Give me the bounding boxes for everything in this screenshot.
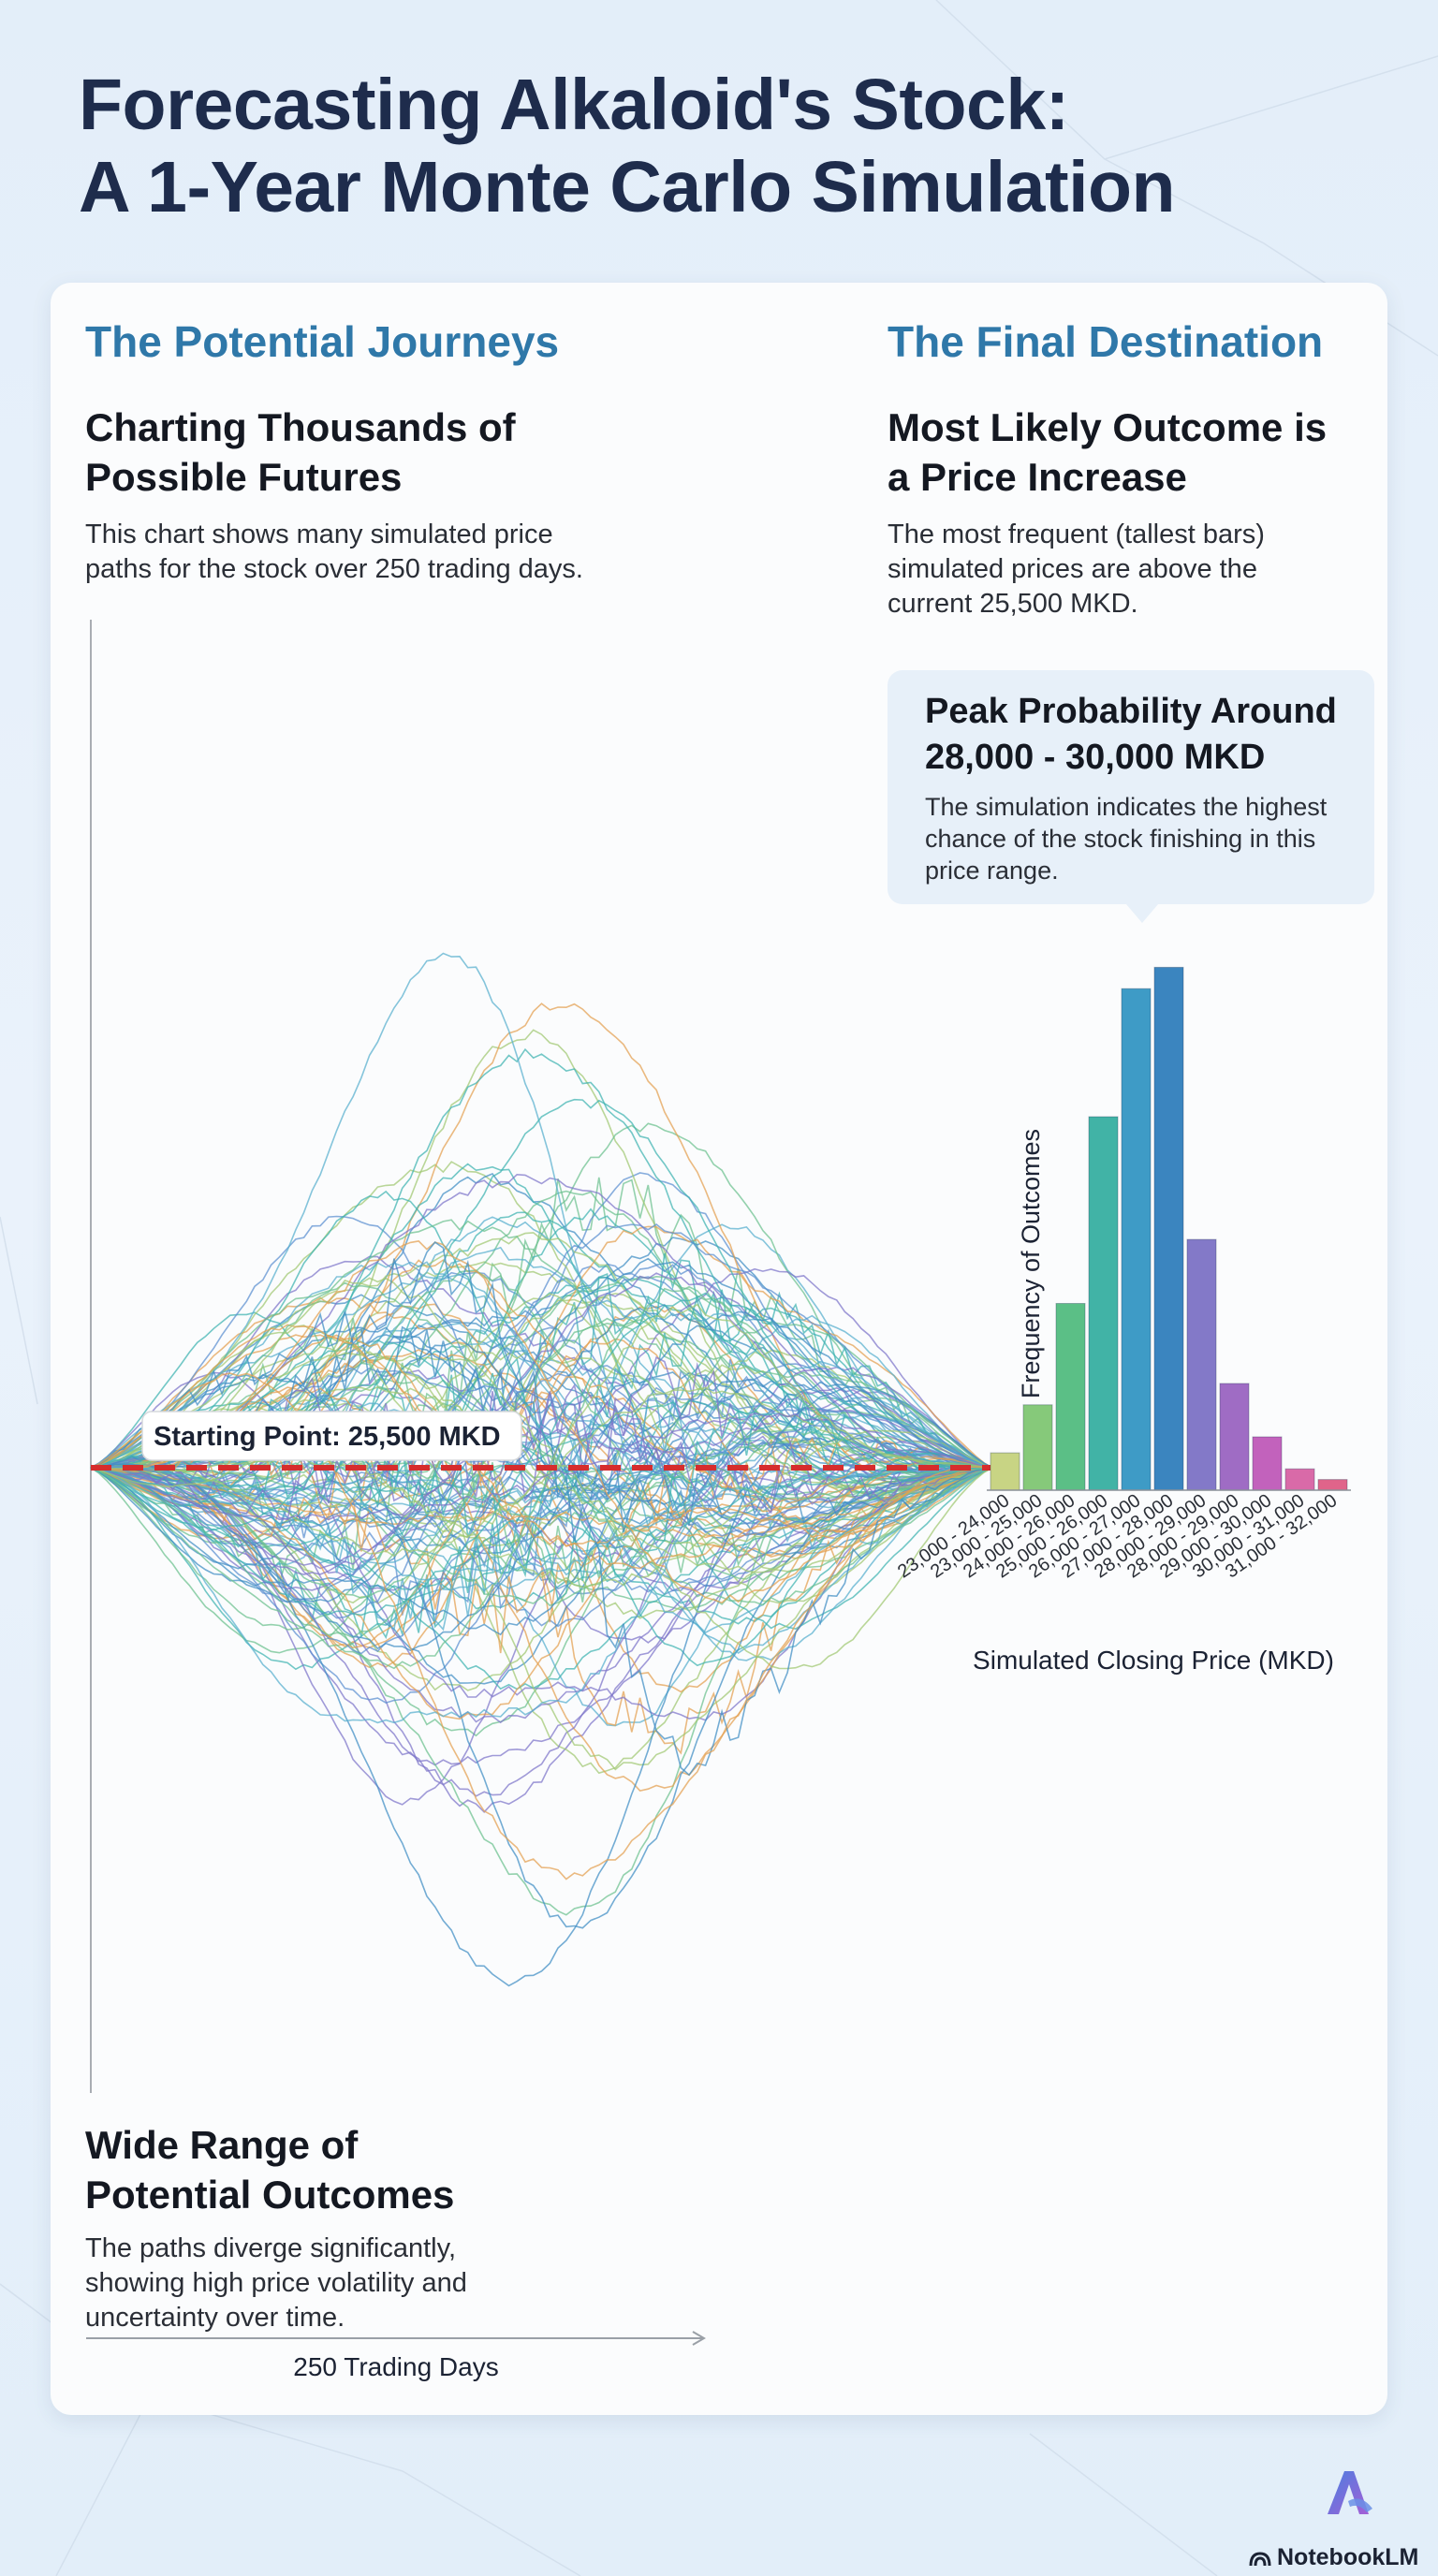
notebooklm-small-icon: [1249, 2551, 1271, 2566]
destination-description: The most frequent (tallest bars) simulat…: [888, 518, 1265, 622]
destination-description-line-2: simulated prices are above the: [888, 554, 1257, 584]
simulated-price-path: [90, 1292, 993, 1617]
callout-pointer: [1126, 904, 1158, 923]
simulated-price-path: [90, 1272, 993, 1575]
page-title: Forecasting Alkaloid's Stock: A 1-Year M…: [79, 64, 1176, 228]
journeys-heading-line-2: Possible Futures: [85, 455, 403, 499]
histogram-bar: [1022, 1404, 1053, 1491]
histogram-bar: [1055, 1303, 1086, 1491]
x-axis-arrow-head: [692, 2331, 706, 2346]
outcomes-description-line-1: The paths diverge significantly,: [85, 2233, 457, 2263]
notebooklm-brand: NotebookLM: [1249, 2544, 1418, 2571]
simulated-price-path: [90, 1098, 993, 1531]
outcomes-description: The paths diverge significantly, showing…: [85, 2232, 467, 2335]
simulated-price-path: [90, 1334, 993, 1547]
outcomes-heading-line-1: Wide Range of: [85, 2123, 359, 2167]
simulated-price-path: [90, 1466, 993, 1592]
destination-description-line-1: The most frequent (tallest bars): [888, 520, 1265, 549]
simulated-price-path: [90, 1412, 993, 1607]
simulated-price-path: [90, 1225, 993, 1669]
simulated-price-path: [90, 1285, 993, 1670]
simulated-price-path: [90, 1382, 993, 1529]
histogram-bar: [990, 1452, 1020, 1491]
simulated-price-path: [90, 1307, 993, 1671]
journeys-heading-line-1: Charting Thousands of: [85, 405, 516, 449]
journeys-heading: Charting Thousands of Possible Futures: [85, 402, 516, 502]
simulated-price-path: [90, 1223, 993, 1619]
histogram-bar: [1088, 1116, 1119, 1491]
histogram-bar: [1317, 1479, 1348, 1491]
callout-text: The simulation indicates the highest cha…: [925, 791, 1327, 886]
outcomes-heading: Wide Range of Potential Outcomes: [85, 2120, 454, 2219]
simulated-price-path: [90, 1448, 993, 1724]
simulated-price-path: [90, 1216, 993, 1509]
simulated-price-path: [90, 1324, 993, 1570]
starting-point-label-box: [141, 1411, 522, 1461]
simulated-price-path: [90, 952, 993, 1654]
histogram-bar: [1284, 1468, 1315, 1491]
histogram-bars: [987, 966, 1351, 1491]
simulated-price-path: [90, 1467, 993, 1539]
simulated-price-path: [90, 1293, 993, 1604]
simulated-price-path: [90, 1047, 993, 1507]
journeys-description-line-2: paths for the stock over 250 trading day…: [85, 554, 583, 584]
peak-probability-callout: [888, 670, 1374, 904]
section-title-journeys: The Potential Journeys: [85, 317, 560, 366]
callout-heading-line-2: 28,000 - 30,000 MKD: [925, 738, 1266, 777]
histogram-x-axis-label: Simulated Closing Price (MKD): [973, 1646, 1334, 1675]
simulated-price-path: [90, 1241, 993, 1777]
callout-text-line-3: price range.: [925, 856, 1059, 885]
starting-point-label: Starting Point: 25,500 MKD: [154, 1422, 501, 1452]
destination-heading-line-1: Most Likely Outcome is: [888, 405, 1328, 449]
callout-heading: Peak Probability Around 28,000 - 30,000 …: [925, 689, 1337, 781]
simulated-price-path: [90, 1190, 993, 1537]
journeys-description: This chart shows many simulated price pa…: [85, 518, 583, 587]
simulated-price-path: [90, 1269, 993, 1582]
simulated-price-path: [90, 1281, 993, 1606]
simulated-price-path: [90, 1232, 993, 1489]
outcomes-description-line-3: uncertainty over time.: [85, 2303, 345, 2333]
histogram-bar: [1219, 1383, 1250, 1491]
simulated-price-path: [90, 1219, 993, 1500]
simulated-price-path: [90, 1360, 993, 1724]
page-title-line-1: Forecasting Alkaloid's Stock:: [79, 65, 1069, 145]
simulated-price-path: [90, 1240, 993, 1604]
simulated-price-path: [90, 1317, 993, 1639]
simulated-price-path: [90, 1385, 993, 1987]
simulated-price-path: [90, 1334, 993, 1792]
simulated-price-path: [90, 1457, 993, 1720]
callout-text-line-2: chance of the stock finishing in this: [925, 825, 1316, 853]
outcomes-heading-line-2: Potential Outcomes: [85, 2173, 455, 2217]
destination-heading-line-2: a Price Increase: [888, 455, 1187, 499]
journeys-description-line-1: This chart shows many simulated price: [85, 520, 553, 549]
simulated-price-path: [90, 1441, 993, 1523]
simulated-price-path: [90, 1190, 993, 1544]
callout-heading-line-1: Peak Probability Around: [925, 692, 1337, 731]
simulated-price-path: [90, 1383, 993, 1521]
notebooklm-logo-icon: [1328, 2471, 1372, 2514]
simulated-price-path: [90, 1290, 993, 1640]
notebooklm-label: NotebookLM: [1277, 2544, 1419, 2570]
callout-text-line-1: The simulation indicates the highest: [925, 793, 1328, 821]
histogram-y-axis-label: Frequency of Outcomes: [1017, 1129, 1045, 1398]
destination-heading: Most Likely Outcome is a Price Increase: [888, 402, 1327, 502]
outcomes-description-line-2: showing high price volatility and: [85, 2268, 467, 2298]
histogram-bar: [1153, 966, 1184, 1491]
destination-description-line-3: current 25,500 MKD.: [888, 589, 1138, 619]
simulated-price-path: [90, 1246, 993, 1505]
simulated-price-path: [90, 1380, 993, 1685]
page-title-line-2: A 1-Year Monte Carlo Simulation: [79, 147, 1176, 227]
simulated-price-path: [90, 1277, 993, 1670]
simulated-price-path: [90, 1372, 993, 1881]
histogram-bar: [1121, 988, 1152, 1491]
simulated-price-path: [90, 1399, 993, 1603]
histogram-bar: [1252, 1436, 1283, 1491]
x-axis-label: 250 Trading Days: [293, 2352, 498, 2381]
histogram-bar: [1186, 1238, 1217, 1491]
section-title-destination: The Final Destination: [888, 317, 1324, 366]
